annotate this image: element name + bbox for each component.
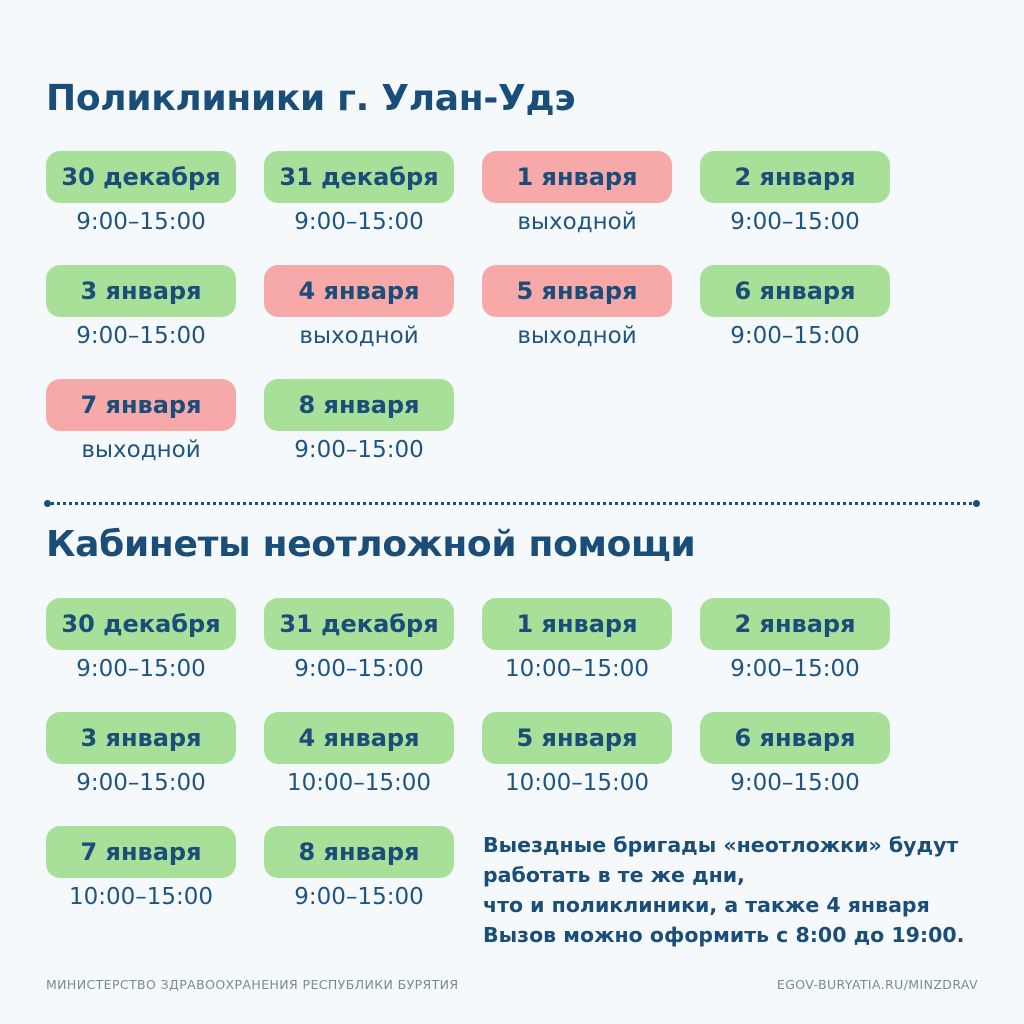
day-hours: 9:00–15:00 [294,209,424,235]
day-card: 7 января 10:00–15:00 [46,826,236,910]
day-card: 4 января 10:00–15:00 [264,712,454,796]
day-card: 8 января 9:00–15:00 [264,826,454,910]
day-hours: 9:00–15:00 [730,770,860,796]
day-card: 1 января выходной [482,151,672,235]
day-card: 5 января выходной [482,265,672,349]
day-hours: выходной [81,437,201,463]
day-hours: 9:00–15:00 [294,437,424,463]
day-hours: 10:00–15:00 [504,770,650,796]
note-line: Выездные бригады «неотложки» будут [483,833,959,857]
working-day-date-badge: 3 января [46,712,236,764]
day-hours: 9:00–15:00 [294,884,424,910]
working-day-date-badge: 2 января [700,598,890,650]
working-day-date-badge: 8 января [264,379,454,431]
working-day-date-badge: 2 января [700,151,890,203]
day-off-date-badge: 1 января [482,151,672,203]
day-card: 8 января 9:00–15:00 [264,379,454,463]
polyclinics-schedule: 30 декабря 9:00–15:00 31 декабря 9:00–15:00… [46,151,890,463]
working-day-date-badge: 3 января [46,265,236,317]
working-day-date-badge: 4 января [264,712,454,764]
day-hours: 9:00–15:00 [730,323,860,349]
day-card: 6 января 9:00–15:00 [700,712,890,796]
day-hours: выходной [517,209,637,235]
note-line: работать в те же дни, [483,863,745,887]
day-hours: 9:00–15:00 [294,656,424,682]
day-hours: 9:00–15:00 [76,209,206,235]
day-hours: 9:00–15:00 [730,656,860,682]
day-hours: выходной [517,323,637,349]
day-card: 3 января 9:00–15:00 [46,265,236,349]
day-off-date-badge: 5 января [482,265,672,317]
day-hours: 9:00–15:00 [76,323,206,349]
day-hours: 9:00–15:00 [76,770,206,796]
day-card: 6 января 9:00–15:00 [700,265,890,349]
day-card: 30 декабря 9:00–15:00 [46,598,236,682]
urgent-care-schedule: 30 декабря 9:00–15:00 31 декабря 9:00–15:00… [46,598,890,910]
day-hours: 10:00–15:00 [504,656,650,682]
day-hours: 10:00–15:00 [286,770,432,796]
note-line: что и поликлиники, а также 4 января [483,893,930,917]
working-day-date-badge: 8 января [264,826,454,878]
working-day-date-badge: 7 января [46,826,236,878]
working-day-date-badge: 30 декабря [46,598,236,650]
working-day-date-badge: 1 января [482,598,672,650]
day-card: 31 декабря 9:00–15:00 [264,598,454,682]
ministry-name: МИНИСТЕРСТВО ЗДРАВООХРАНЕНИЯ РЕСПУБЛИКИ … [46,977,459,992]
day-card: 3 января 9:00–15:00 [46,712,236,796]
day-card: 1 января 10:00–15:00 [482,598,672,682]
day-card: 31 декабря 9:00–15:00 [264,151,454,235]
day-hours: выходной [299,323,419,349]
day-off-date-badge: 7 января [46,379,236,431]
day-hours: 9:00–15:00 [76,656,206,682]
working-day-date-badge: 31 декабря [264,598,454,650]
working-day-date-badge: 5 января [482,712,672,764]
day-card: 30 декабря 9:00–15:00 [46,151,236,235]
day-card: 5 января 10:00–15:00 [482,712,672,796]
day-card: 2 января 9:00–15:00 [700,598,890,682]
note-line: Вызов можно оформить с 8:00 до 19:00. [483,923,965,947]
working-day-date-badge: 6 января [700,712,890,764]
day-hours: 9:00–15:00 [730,209,860,235]
working-day-date-badge: 30 декабря [46,151,236,203]
divider-dot [973,500,980,507]
day-card: 2 января 9:00–15:00 [700,151,890,235]
day-hours: 10:00–15:00 [68,884,214,910]
day-off-date-badge: 4 января [264,265,454,317]
working-day-date-badge: 6 января [700,265,890,317]
mobile-teams-note: Выездные бригады «неотложки» будут работ… [483,830,1003,950]
working-day-date-badge: 31 декабря [264,151,454,203]
divider-dot [44,500,51,507]
section-divider [44,500,980,507]
day-card: 4 января выходной [264,265,454,349]
website-link[interactable]: EGOV-BURYATIA.RU/MINZDRAV [776,977,978,992]
polyclinics-title: Поликлиники г. Улан-Удэ [46,78,576,119]
urgent-care-title: Кабинеты неотложной помощи [46,524,696,565]
day-card: 7 января выходной [46,379,236,463]
